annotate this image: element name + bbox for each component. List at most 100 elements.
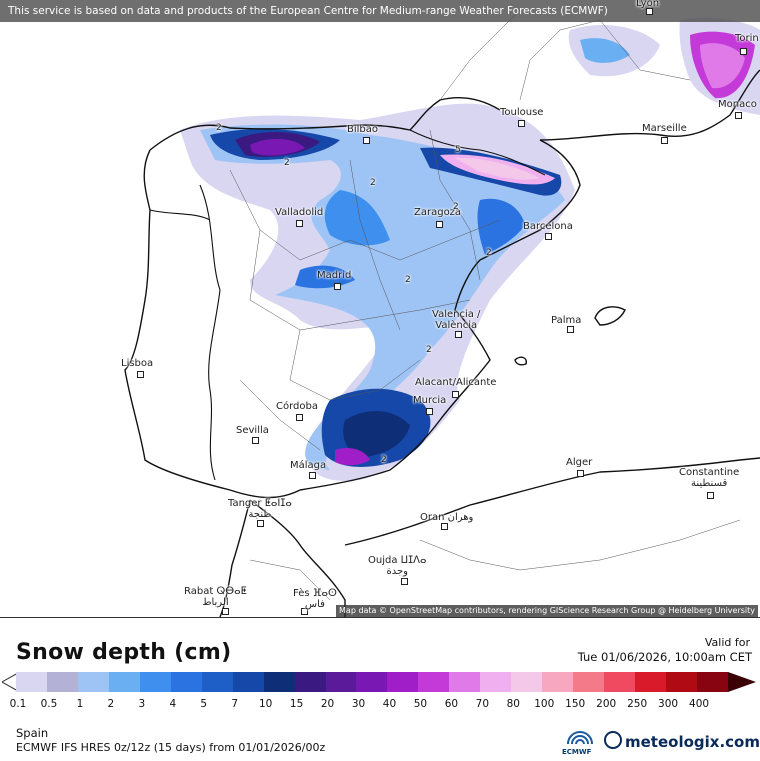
colorbar-swatch (201, 672, 233, 692)
colorbar-ticks: 0.1 0.5 1 2 3 4 5 7 10 15 20 30 40 50 60 70 80 100 150 200 2… (10, 698, 728, 712)
city-alicante: Alacant/Alicante (415, 377, 497, 388)
rabat-marker[interactable] (222, 608, 229, 615)
ecmwf-logo-icon (567, 731, 593, 745)
coastlines (124, 69, 760, 617)
fes-marker[interactable] (301, 608, 308, 615)
malaga-marker[interactable] (309, 472, 316, 479)
oujda-marker[interactable] (401, 578, 408, 585)
contour-label: 2 (486, 248, 492, 258)
constantine-marker[interactable] (707, 492, 714, 499)
contour-label: 2 (426, 345, 432, 355)
legend-right-arrow (728, 672, 756, 692)
ecmwf-label: ECMWF (562, 748, 592, 756)
colorbar-swatch (573, 672, 605, 692)
city-monaco: Monaco (718, 99, 757, 110)
contour-label: 2 (405, 275, 411, 285)
colorbar-tick-label: 30 (351, 698, 366, 710)
torino-marker[interactable] (740, 48, 747, 55)
city-cordoba: Córdoba (276, 401, 318, 412)
city-constantine: Constantine قسنطينة (679, 467, 740, 489)
city-fes: Fès ⴼⴰⵙ فاس (293, 588, 337, 610)
marseille-marker[interactable] (661, 137, 668, 144)
colorbar-tick-label: 60 (444, 698, 459, 710)
meteologix-text: meteologix.com (625, 733, 760, 751)
colorbar-tick-label: 100 (534, 698, 555, 710)
colorbar-swatch (77, 672, 109, 692)
colorbar-tick-label: 1 (76, 698, 84, 710)
map-canvas (124, 9, 760, 617)
colorbar-swatch (294, 672, 326, 692)
monaco-marker[interactable] (735, 112, 742, 119)
city-alger: Alger (566, 457, 593, 468)
colorbar-tick-label: 300 (658, 698, 679, 710)
province-lines (229, 9, 741, 601)
alger-marker[interactable] (577, 470, 584, 477)
colorbar-tick-label: 2 (107, 698, 115, 710)
colorbar-swatch (387, 672, 419, 692)
zaragoza-marker[interactable] (436, 221, 443, 228)
madrid-marker[interactable] (334, 283, 341, 290)
colorbar-tick-label: 70 (475, 698, 490, 710)
contour-label: 5 (455, 145, 461, 155)
region-label: Spain (16, 726, 49, 740)
contour-label: 2 (216, 123, 222, 133)
colorbar-swatch (635, 672, 667, 692)
colorbar-tick-label: 7 (231, 698, 239, 710)
colorbar-tick-label: 4 (169, 698, 177, 710)
city-zaragoza: Zaragoza (414, 207, 462, 218)
city-madrid: Madrid (317, 270, 352, 281)
contour-label: 2 (381, 455, 387, 465)
map-attribution[interactable]: Map data © OpenStreetMap contributors, r… (336, 605, 758, 617)
colorbar-tick-label: 15 (289, 698, 304, 710)
colorbar-swatch (604, 672, 636, 692)
colorbar-tick-label: 150 (565, 698, 586, 710)
bilbao-marker[interactable] (363, 137, 370, 144)
colorbar (16, 672, 728, 692)
lisboa-marker[interactable] (137, 371, 144, 378)
city-barcelona: Barcelona (523, 221, 573, 232)
valid-label: Valid for (704, 636, 750, 649)
borders (149, 129, 546, 481)
legend-panel: Snow depth (cm) Valid for Tue 01/06/2026… (0, 617, 760, 761)
oran-marker[interactable] (441, 523, 448, 530)
colorbar-swatch (356, 672, 388, 692)
murcia-marker[interactable] (426, 408, 433, 415)
snow-layer (180, 18, 760, 481)
barcelona-marker[interactable] (545, 233, 552, 240)
contour-label: 2 (453, 202, 459, 212)
map-panel[interactable]: This service is based on data and produc… (0, 0, 760, 617)
colorbar-swatch (232, 672, 264, 692)
cordoba-marker[interactable] (296, 414, 303, 421)
alicante-marker[interactable] (452, 391, 459, 398)
colorbar-swatch (139, 672, 171, 692)
sevilla-marker[interactable] (252, 437, 259, 444)
ecmwf-notice: This service is based on data and produc… (0, 0, 760, 22)
lyon-marker[interactable] (646, 8, 653, 15)
colorbar-tick-label: 250 (627, 698, 648, 710)
colorbar-swatch (666, 672, 697, 692)
colorbar-tick-label: 40 (382, 698, 397, 710)
city-lyon: Lyon (636, 0, 660, 9)
colorbar-tick-label: 200 (596, 698, 617, 710)
colorbar-tick-label: 80 (506, 698, 520, 710)
model-info: ECMWF IFS HRES 0z/12z (15 days) from 01/… (16, 741, 326, 754)
colorbar-tick-label: 400 (689, 698, 710, 710)
valencia-marker[interactable] (455, 331, 462, 338)
legend-title: Snow depth (cm) (16, 640, 232, 665)
valladolid-marker[interactable] (296, 220, 303, 227)
colorbar-swatch (511, 672, 543, 692)
colorbar-tick-label: 10 (258, 698, 273, 710)
city-bilbao: Bilbao (347, 124, 379, 135)
colorbar-swatch (696, 672, 728, 692)
colorbar-swatch (170, 672, 202, 692)
city-torino: Torin (735, 33, 759, 44)
colorbar-tick-label: 5 (200, 698, 208, 710)
toulouse-marker[interactable] (518, 120, 525, 127)
tanger-marker[interactable] (257, 520, 264, 527)
city-oran: Oran وهران (420, 512, 474, 523)
colorbar-swatch (46, 672, 78, 692)
meteologix-brand[interactable]: meteologix.com (604, 731, 760, 751)
valid-time: Tue 01/06/2026, 10:00am CET (577, 650, 752, 664)
city-valencia: Valencia / València (432, 309, 481, 331)
palma-marker[interactable] (567, 326, 574, 333)
